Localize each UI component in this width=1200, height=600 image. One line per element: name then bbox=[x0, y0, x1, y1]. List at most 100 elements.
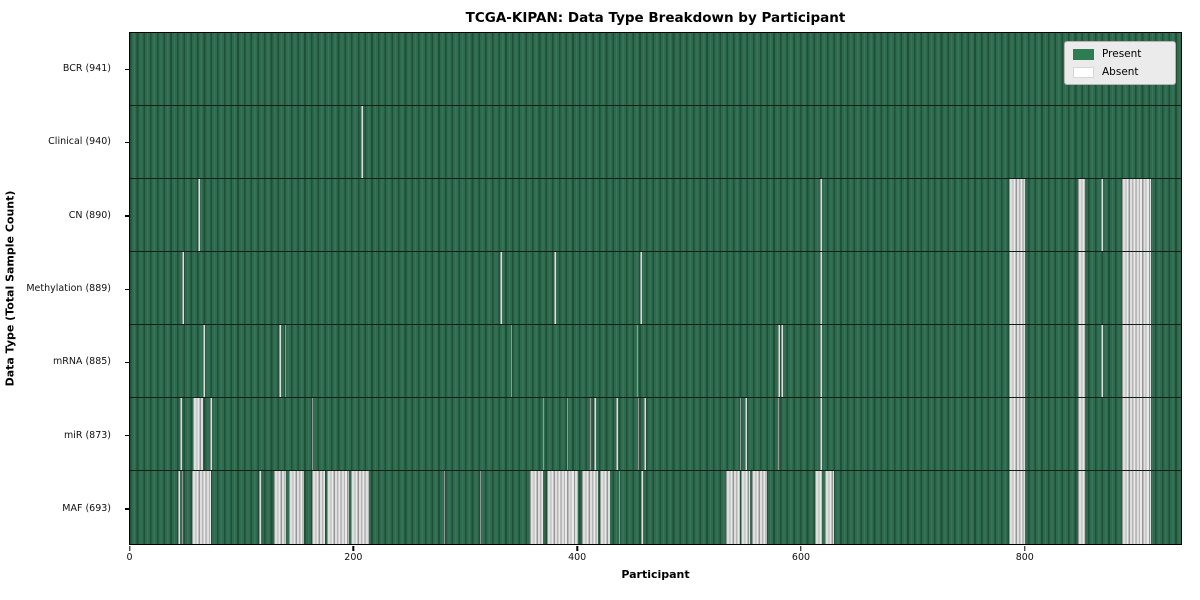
absent-stripe bbox=[640, 252, 643, 324]
absent-stripe bbox=[618, 471, 621, 544]
absent-stripe bbox=[781, 325, 783, 397]
absent-stripe bbox=[820, 325, 822, 397]
absent-stripe bbox=[1078, 471, 1085, 544]
x-axis: 0 200 400 600 800 bbox=[126, 545, 1182, 575]
presence-row-miR bbox=[130, 398, 1181, 471]
legend-item-present: Present bbox=[1073, 48, 1167, 60]
y-tick-label-MAF: MAF (693) bbox=[62, 502, 111, 514]
absent-stripe bbox=[1008, 398, 1025, 470]
absent-stripe bbox=[1121, 325, 1151, 397]
absent-stripe bbox=[589, 398, 592, 470]
absent-stripe bbox=[1121, 471, 1151, 544]
absent-stripe bbox=[600, 471, 611, 544]
absent-stripe bbox=[178, 471, 181, 544]
absent-stripe bbox=[1078, 252, 1085, 324]
y-tick-label-miR: miR (873) bbox=[63, 429, 111, 441]
chart-title: TCGA-KIPAN: Data Type Breakdown by Parti… bbox=[465, 10, 846, 26]
absent-stripe bbox=[210, 398, 212, 470]
absent-stripe bbox=[203, 325, 205, 397]
x-axis-label: Participant bbox=[621, 568, 690, 581]
presence-row-Methylation bbox=[130, 252, 1181, 325]
absent-stripe bbox=[288, 471, 304, 544]
absent-stripe bbox=[1008, 252, 1025, 324]
presence-row-BCR bbox=[130, 33, 1181, 106]
absent-stripe bbox=[814, 471, 822, 544]
legend-item-absent: Absent bbox=[1073, 66, 1167, 78]
absent-stripe bbox=[566, 398, 569, 470]
x-tick-mark bbox=[352, 546, 355, 551]
absent-stripe bbox=[636, 325, 639, 397]
absent-stripe bbox=[1121, 179, 1151, 251]
absent-stripe bbox=[740, 471, 750, 544]
y-tick-mark bbox=[125, 435, 129, 437]
absent-stripe bbox=[542, 398, 545, 470]
absent-stripe bbox=[820, 252, 822, 324]
absent-stripe bbox=[582, 471, 599, 544]
x-tick-label-800: 800 bbox=[1015, 552, 1034, 563]
x-tick-label-0: 0 bbox=[126, 552, 133, 563]
x-tick-mark bbox=[576, 546, 578, 551]
presence-row-CN bbox=[130, 179, 1181, 252]
absent-stripe bbox=[1101, 325, 1103, 397]
x-tick-label-600: 600 bbox=[791, 552, 811, 563]
legend-label-present: Present bbox=[1102, 48, 1142, 60]
absent-stripe bbox=[1101, 179, 1103, 251]
y-tick-mark bbox=[125, 141, 129, 144]
y-tick-mark bbox=[125, 288, 129, 290]
presence-row-Clinical bbox=[130, 106, 1181, 179]
y-tick-mark bbox=[125, 68, 129, 71]
absent-stripe bbox=[510, 325, 513, 397]
absent-stripe bbox=[529, 471, 544, 544]
x-tick-mark bbox=[128, 546, 131, 551]
presence-row-MAF bbox=[130, 471, 1181, 544]
presence-row-mRNA bbox=[130, 325, 1181, 398]
absent-stripe bbox=[1008, 325, 1025, 397]
plot-area bbox=[129, 32, 1182, 545]
absent-stripe bbox=[191, 471, 211, 544]
absent-stripe bbox=[312, 471, 326, 544]
legend-label-absent: Absent bbox=[1102, 66, 1139, 78]
absent-stripe bbox=[824, 471, 834, 544]
y-axis-tick-labels: BCR (941) Clinical (940) CN (890) Methylati… bbox=[0, 32, 120, 545]
legend: Present Absent bbox=[1064, 41, 1176, 85]
absent-stripe bbox=[641, 471, 643, 544]
absent-stripe bbox=[1078, 325, 1085, 397]
absent-stripe bbox=[726, 471, 740, 544]
absent-stripe bbox=[351, 471, 369, 544]
absent-stripe bbox=[279, 325, 281, 397]
x-tick-mark bbox=[1024, 546, 1026, 551]
absent-stripe bbox=[1008, 179, 1025, 251]
absent-stripe bbox=[443, 471, 446, 544]
absent-stripe bbox=[820, 398, 822, 470]
x-tick-label-400: 400 bbox=[568, 552, 587, 563]
absent-stripe bbox=[274, 471, 286, 544]
y-tick-label-CN: CN (890) bbox=[68, 209, 111, 221]
y-tick-mark bbox=[125, 508, 129, 510]
absent-stripe bbox=[1078, 398, 1085, 470]
absent-stripe bbox=[181, 471, 184, 544]
absent-stripe bbox=[751, 471, 767, 544]
y-tick-label-Clinical: Clinical (940) bbox=[48, 136, 111, 148]
absent-stripe bbox=[616, 398, 619, 470]
x-tick-mark bbox=[800, 546, 802, 551]
absent-swatch bbox=[1073, 66, 1094, 78]
y-tick-label-Methylation: Methylation (889) bbox=[26, 282, 111, 294]
absent-stripe bbox=[500, 252, 502, 324]
absent-stripe bbox=[745, 398, 747, 470]
absent-stripe bbox=[193, 398, 204, 470]
absent-stripe bbox=[644, 398, 646, 470]
y-tick-mark bbox=[125, 215, 129, 217]
y-axis-label: Data Type (Total Sample Count) bbox=[3, 190, 17, 387]
present-swatch bbox=[1073, 48, 1094, 60]
absent-stripe bbox=[182, 252, 184, 324]
absent-stripe bbox=[479, 471, 482, 544]
absent-stripe bbox=[259, 471, 261, 544]
absent-stripe bbox=[284, 325, 287, 397]
absent-stripe bbox=[1008, 471, 1025, 544]
x-tick-label-200: 200 bbox=[344, 552, 363, 563]
absent-stripe bbox=[554, 252, 557, 324]
absent-stripe bbox=[546, 471, 579, 544]
absent-stripe bbox=[1121, 398, 1151, 470]
absent-stripe bbox=[1121, 252, 1151, 324]
